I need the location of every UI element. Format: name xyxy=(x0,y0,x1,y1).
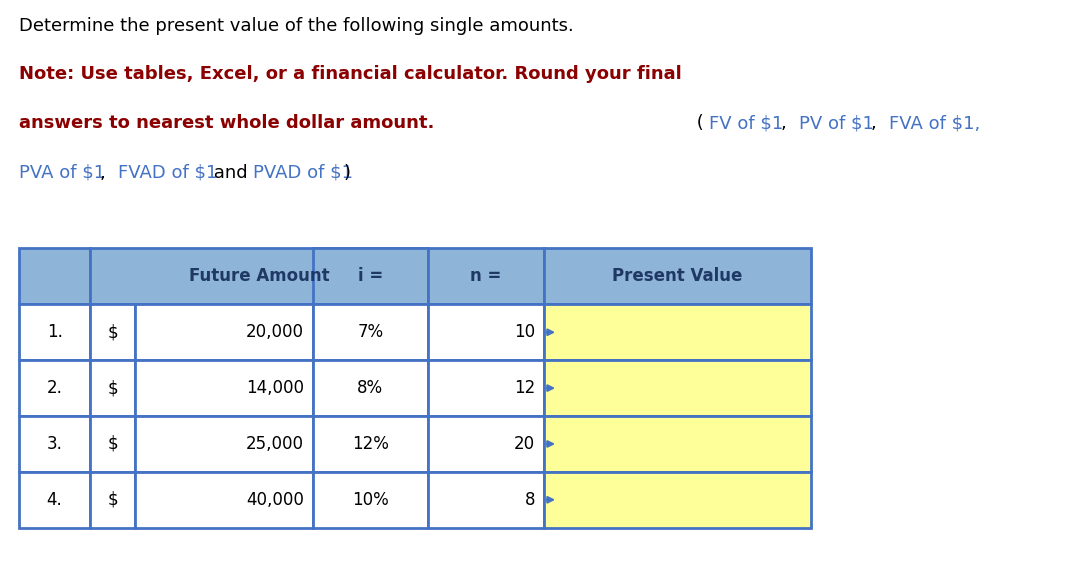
Text: 1.: 1. xyxy=(47,323,62,341)
Bar xyxy=(428,360,544,416)
Bar xyxy=(90,360,135,416)
Bar xyxy=(313,249,428,305)
Text: ): ) xyxy=(343,164,350,182)
Bar xyxy=(135,472,313,528)
Text: 25,000: 25,000 xyxy=(246,435,304,453)
Bar xyxy=(544,249,811,305)
Text: 8%: 8% xyxy=(358,379,384,397)
Text: ,: , xyxy=(871,114,883,133)
Bar xyxy=(428,305,544,360)
Bar xyxy=(544,360,811,416)
Text: Note: Use tables, Excel, or a financial calculator. Round your final: Note: Use tables, Excel, or a financial … xyxy=(19,65,681,83)
Text: FVAD of $1: FVAD of $1 xyxy=(118,164,217,182)
Bar xyxy=(19,249,90,305)
Text: ,: , xyxy=(100,164,111,182)
Text: FV of $1: FV of $1 xyxy=(710,114,784,133)
Text: n =: n = xyxy=(471,267,501,285)
Bar xyxy=(135,360,313,416)
Text: 3.: 3. xyxy=(47,435,62,453)
Bar xyxy=(135,416,313,472)
Text: PV of $1: PV of $1 xyxy=(799,114,874,133)
Text: Present Value: Present Value xyxy=(613,267,742,285)
Text: PVAD of $1: PVAD of $1 xyxy=(253,164,353,182)
Text: 12%: 12% xyxy=(352,435,389,453)
Text: 7%: 7% xyxy=(358,323,384,341)
Text: 4.: 4. xyxy=(47,491,62,509)
Text: i =: i = xyxy=(358,267,383,285)
Bar xyxy=(90,305,135,360)
Bar xyxy=(313,416,428,472)
Bar xyxy=(19,416,90,472)
Bar xyxy=(19,472,90,528)
Text: Determine the present value of the following single amounts.: Determine the present value of the follo… xyxy=(19,17,573,35)
Text: answers to nearest whole dollar amount.: answers to nearest whole dollar amount. xyxy=(19,114,435,133)
Text: $: $ xyxy=(107,491,118,509)
Bar xyxy=(428,472,544,528)
Text: 12: 12 xyxy=(513,379,535,397)
Bar xyxy=(544,305,811,360)
Text: and: and xyxy=(208,164,254,182)
Text: 2.: 2. xyxy=(47,379,62,397)
Text: 8: 8 xyxy=(524,491,535,509)
Text: FVA of $1,: FVA of $1, xyxy=(889,114,981,133)
Bar xyxy=(90,472,135,528)
Bar xyxy=(19,360,90,416)
Text: (: ( xyxy=(691,114,704,133)
Bar xyxy=(90,249,428,305)
Bar xyxy=(428,249,544,305)
Text: 40,000: 40,000 xyxy=(246,491,304,509)
Bar xyxy=(313,472,428,528)
Bar xyxy=(135,305,313,360)
Text: 20,000: 20,000 xyxy=(246,323,304,341)
Text: 10: 10 xyxy=(514,323,535,341)
Text: PVA of $1: PVA of $1 xyxy=(19,164,105,182)
Bar xyxy=(544,416,811,472)
Bar xyxy=(428,416,544,472)
Bar xyxy=(544,472,811,528)
Text: $: $ xyxy=(107,435,118,453)
Bar xyxy=(90,416,135,472)
Text: $: $ xyxy=(107,379,118,397)
Bar xyxy=(313,305,428,360)
Text: Future Amount: Future Amount xyxy=(189,267,329,285)
Text: 20: 20 xyxy=(514,435,535,453)
Bar xyxy=(313,360,428,416)
Text: $: $ xyxy=(107,323,118,341)
Text: 10%: 10% xyxy=(352,491,389,509)
Text: 14,000: 14,000 xyxy=(246,379,304,397)
Text: ,: , xyxy=(782,114,792,133)
Bar xyxy=(19,305,90,360)
